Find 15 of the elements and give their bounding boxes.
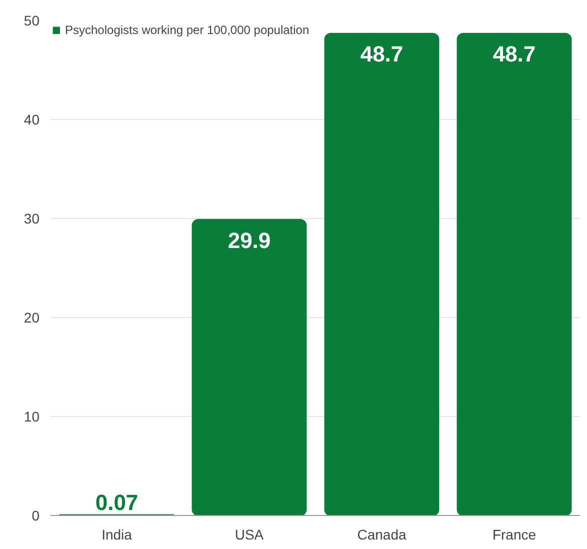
data-label: 48.7 — [360, 42, 404, 67]
data-label: 0.07 — [95, 490, 138, 515]
x-tick-label: France — [492, 526, 536, 542]
data-label: 29.9 — [228, 228, 271, 253]
x-tick-label: India — [102, 526, 132, 542]
x-tick-label: Canada — [357, 526, 406, 542]
y-tick-label: 20 — [24, 310, 40, 326]
data-label: 48.7 — [492, 42, 536, 67]
y-tick-label: 50 — [24, 12, 40, 28]
y-tick-label: 0 — [32, 508, 40, 524]
legend-label: Psychologists working per 100,000 population — [65, 22, 310, 38]
y-tick-label: 30 — [24, 210, 40, 226]
x-tick-label: USA — [234, 526, 264, 542]
y-tick-label: 10 — [24, 408, 40, 424]
y-tick-label: 40 — [24, 112, 40, 128]
